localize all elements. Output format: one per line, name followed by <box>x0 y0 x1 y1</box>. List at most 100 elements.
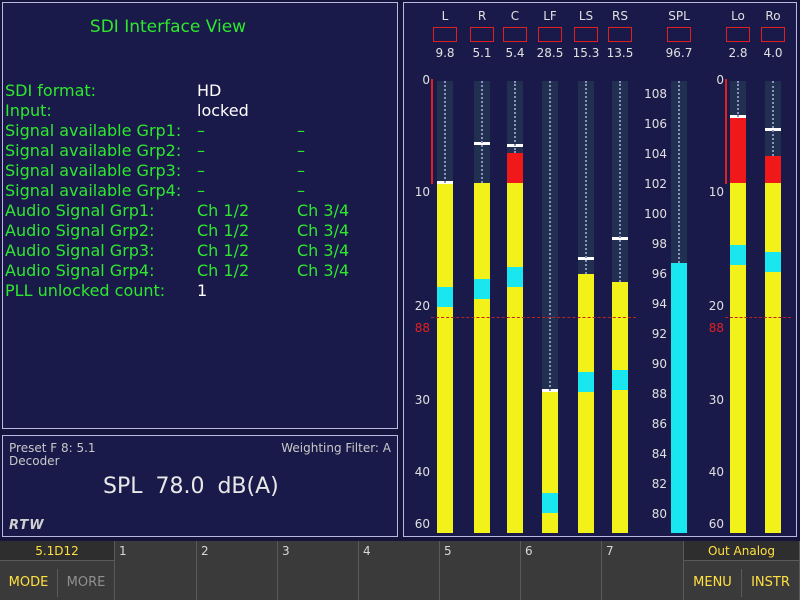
spl-scale-label: 86 <box>651 417 667 431</box>
sdi-row-label: Audio Signal Grp2: <box>5 221 155 240</box>
right-scale-label: 88 <box>708 321 724 335</box>
spl-scale-label: 98 <box>651 237 667 251</box>
spl-scale-label: 108 <box>644 87 667 101</box>
meter-fill-cyan <box>507 267 523 287</box>
peak-indicator-rs <box>608 27 632 42</box>
sdi-status-row: Signal available Grp4: – – <box>5 181 395 201</box>
spl-scale-label: 102 <box>644 177 667 191</box>
right-scale-label: 20 <box>708 299 724 313</box>
peak-indicator-c <box>503 27 527 42</box>
left-scale-label: 30 <box>414 393 430 407</box>
meter-fill-cyan <box>437 287 453 307</box>
sdi-row-value-2: – <box>297 121 305 140</box>
left-scale-label: 88 <box>414 321 430 335</box>
sdi-row-value-2: Ch 3/4 <box>297 241 350 260</box>
sdi-row-value-1: 1 <box>197 281 208 300</box>
left-scale-label: 10 <box>414 185 430 199</box>
left-scale-label: 60 <box>414 517 430 531</box>
sdi-interface-panel: SDI Interface View SDI format: HD Input: lo… <box>2 2 398 429</box>
peak-indicator-lf <box>538 27 562 42</box>
softkey-2[interactable]: 1 <box>115 541 197 600</box>
menu-button[interactable]: MENU <box>684 569 742 597</box>
channel-value-l: 9.8 <box>435 46 455 60</box>
sdi-row-label: PLL unlocked count: <box>5 281 166 300</box>
channel-value-r: 5.1 <box>472 46 492 60</box>
sdi-row-value-1: Ch 1/2 <box>197 201 250 220</box>
meter-fill-cyan <box>542 493 558 513</box>
sdi-row-value-2: – <box>297 161 305 180</box>
channel-value-ro: 4.0 <box>763 46 783 60</box>
softkey-9[interactable]: Out Analog <box>684 541 800 600</box>
softkey-top-label: 5 <box>444 544 452 558</box>
sdi-row-value-1: locked <box>197 101 249 120</box>
sdi-row-value-1: – <box>197 181 205 200</box>
meter-fill-cyan <box>765 252 781 272</box>
sdi-row-value-2: – <box>297 181 305 200</box>
sdi-status-row: PLL unlocked count: 1 <box>5 281 395 301</box>
softkey-8[interactable]: 7 <box>602 541 684 600</box>
sdi-row-value-1: – <box>197 121 205 140</box>
meter-fill-yellow <box>474 183 490 533</box>
meter-fill-yellow <box>437 183 453 533</box>
sdi-status-row: Audio Signal Grp4: Ch 1/2 Ch 3/4 <box>5 261 395 281</box>
spl-scale-label: 94 <box>651 297 667 311</box>
sdi-status-row: Signal available Grp1: – – <box>5 121 395 141</box>
softkey-top-label: Out Analog <box>684 541 799 561</box>
reference-line <box>431 317 636 318</box>
left-scale-label: 20 <box>414 299 430 313</box>
sdi-status-row: Signal available Grp2: – – <box>5 141 395 161</box>
sdi-row-label: SDI format: <box>5 81 97 100</box>
softkey-5[interactable]: 4 <box>359 541 440 600</box>
sdi-status-row: Signal available Grp3: – – <box>5 161 395 181</box>
channel-label-l: L <box>441 9 449 23</box>
sdi-row-label: Signal available Grp4: <box>5 181 182 200</box>
spl-scale-label: 106 <box>644 117 667 131</box>
meter-tick-dots <box>772 81 774 156</box>
sdi-row-value-1: Ch 1/2 <box>197 241 250 260</box>
channel-label-r: R <box>477 9 487 23</box>
spl-scale-label: 104 <box>644 147 667 161</box>
softkey-7[interactable]: 6 <box>521 541 602 600</box>
channel-label-lo: Lo <box>731 9 745 23</box>
left-scale-label: 0 <box>422 73 430 87</box>
instr-button[interactable]: INSTR <box>742 569 800 597</box>
peak-indicator-spl <box>667 27 691 42</box>
sdi-status-row: Input: locked <box>5 101 395 121</box>
reference-line-right <box>725 317 791 318</box>
meter-fill-yellow <box>730 183 746 533</box>
right-scale-label: 10 <box>708 185 724 199</box>
sdi-row-label: Audio Signal Grp1: <box>5 201 155 220</box>
softkey-top-label: 2 <box>201 544 209 558</box>
channel-value-lo: 2.8 <box>728 46 748 60</box>
meter-fill-red <box>765 156 781 183</box>
sdi-row-value-1: – <box>197 141 205 160</box>
sdi-row-label: Signal available Grp3: <box>5 161 182 180</box>
channel-label-spl: SPL <box>668 9 690 23</box>
spl-scale-label: 88 <box>651 387 667 401</box>
channel-label-ls: LS <box>578 9 594 23</box>
spl-scale-label: 100 <box>644 207 667 221</box>
meter-fill-yellow <box>578 274 594 533</box>
softkey-3[interactable]: 2 <box>197 541 278 600</box>
meter-tick-dots <box>514 81 516 153</box>
softkey-4[interactable]: 3 <box>278 541 359 600</box>
meter-fill-cyan <box>474 279 490 299</box>
sdi-row-label: Signal available Grp2: <box>5 141 182 160</box>
sdi-row-value-1: Ch 1/2 <box>197 261 250 280</box>
sdi-row-value-2: Ch 3/4 <box>297 221 350 240</box>
channel-label-c: C <box>510 9 520 23</box>
right-scale-label: 0 <box>716 73 724 87</box>
meter-fill-yellow <box>612 282 628 533</box>
softkey-bar: 5.1D12 1 2 3 4 5 6 7 Out Analog MODE MORE MENU INSTR <box>0 541 800 600</box>
softkey-1[interactable]: 5.1D12 <box>0 541 115 600</box>
channel-value-ls: 15.3 <box>572 46 600 60</box>
sdi-row-label: Input: <box>5 101 52 120</box>
softkey-6[interactable]: 5 <box>440 541 521 600</box>
more-button[interactable]: MORE <box>58 569 115 597</box>
spl-meter-fill-cyan <box>671 263 687 533</box>
left-scale-label: 40 <box>414 465 430 479</box>
sdi-row-value-1: – <box>197 161 205 180</box>
mode-button[interactable]: MODE <box>0 569 58 597</box>
weighting-filter-label: Weighting Filter: A <box>281 441 391 455</box>
sdi-status-row: Audio Signal Grp3: Ch 1/2 Ch 3/4 <box>5 241 395 261</box>
